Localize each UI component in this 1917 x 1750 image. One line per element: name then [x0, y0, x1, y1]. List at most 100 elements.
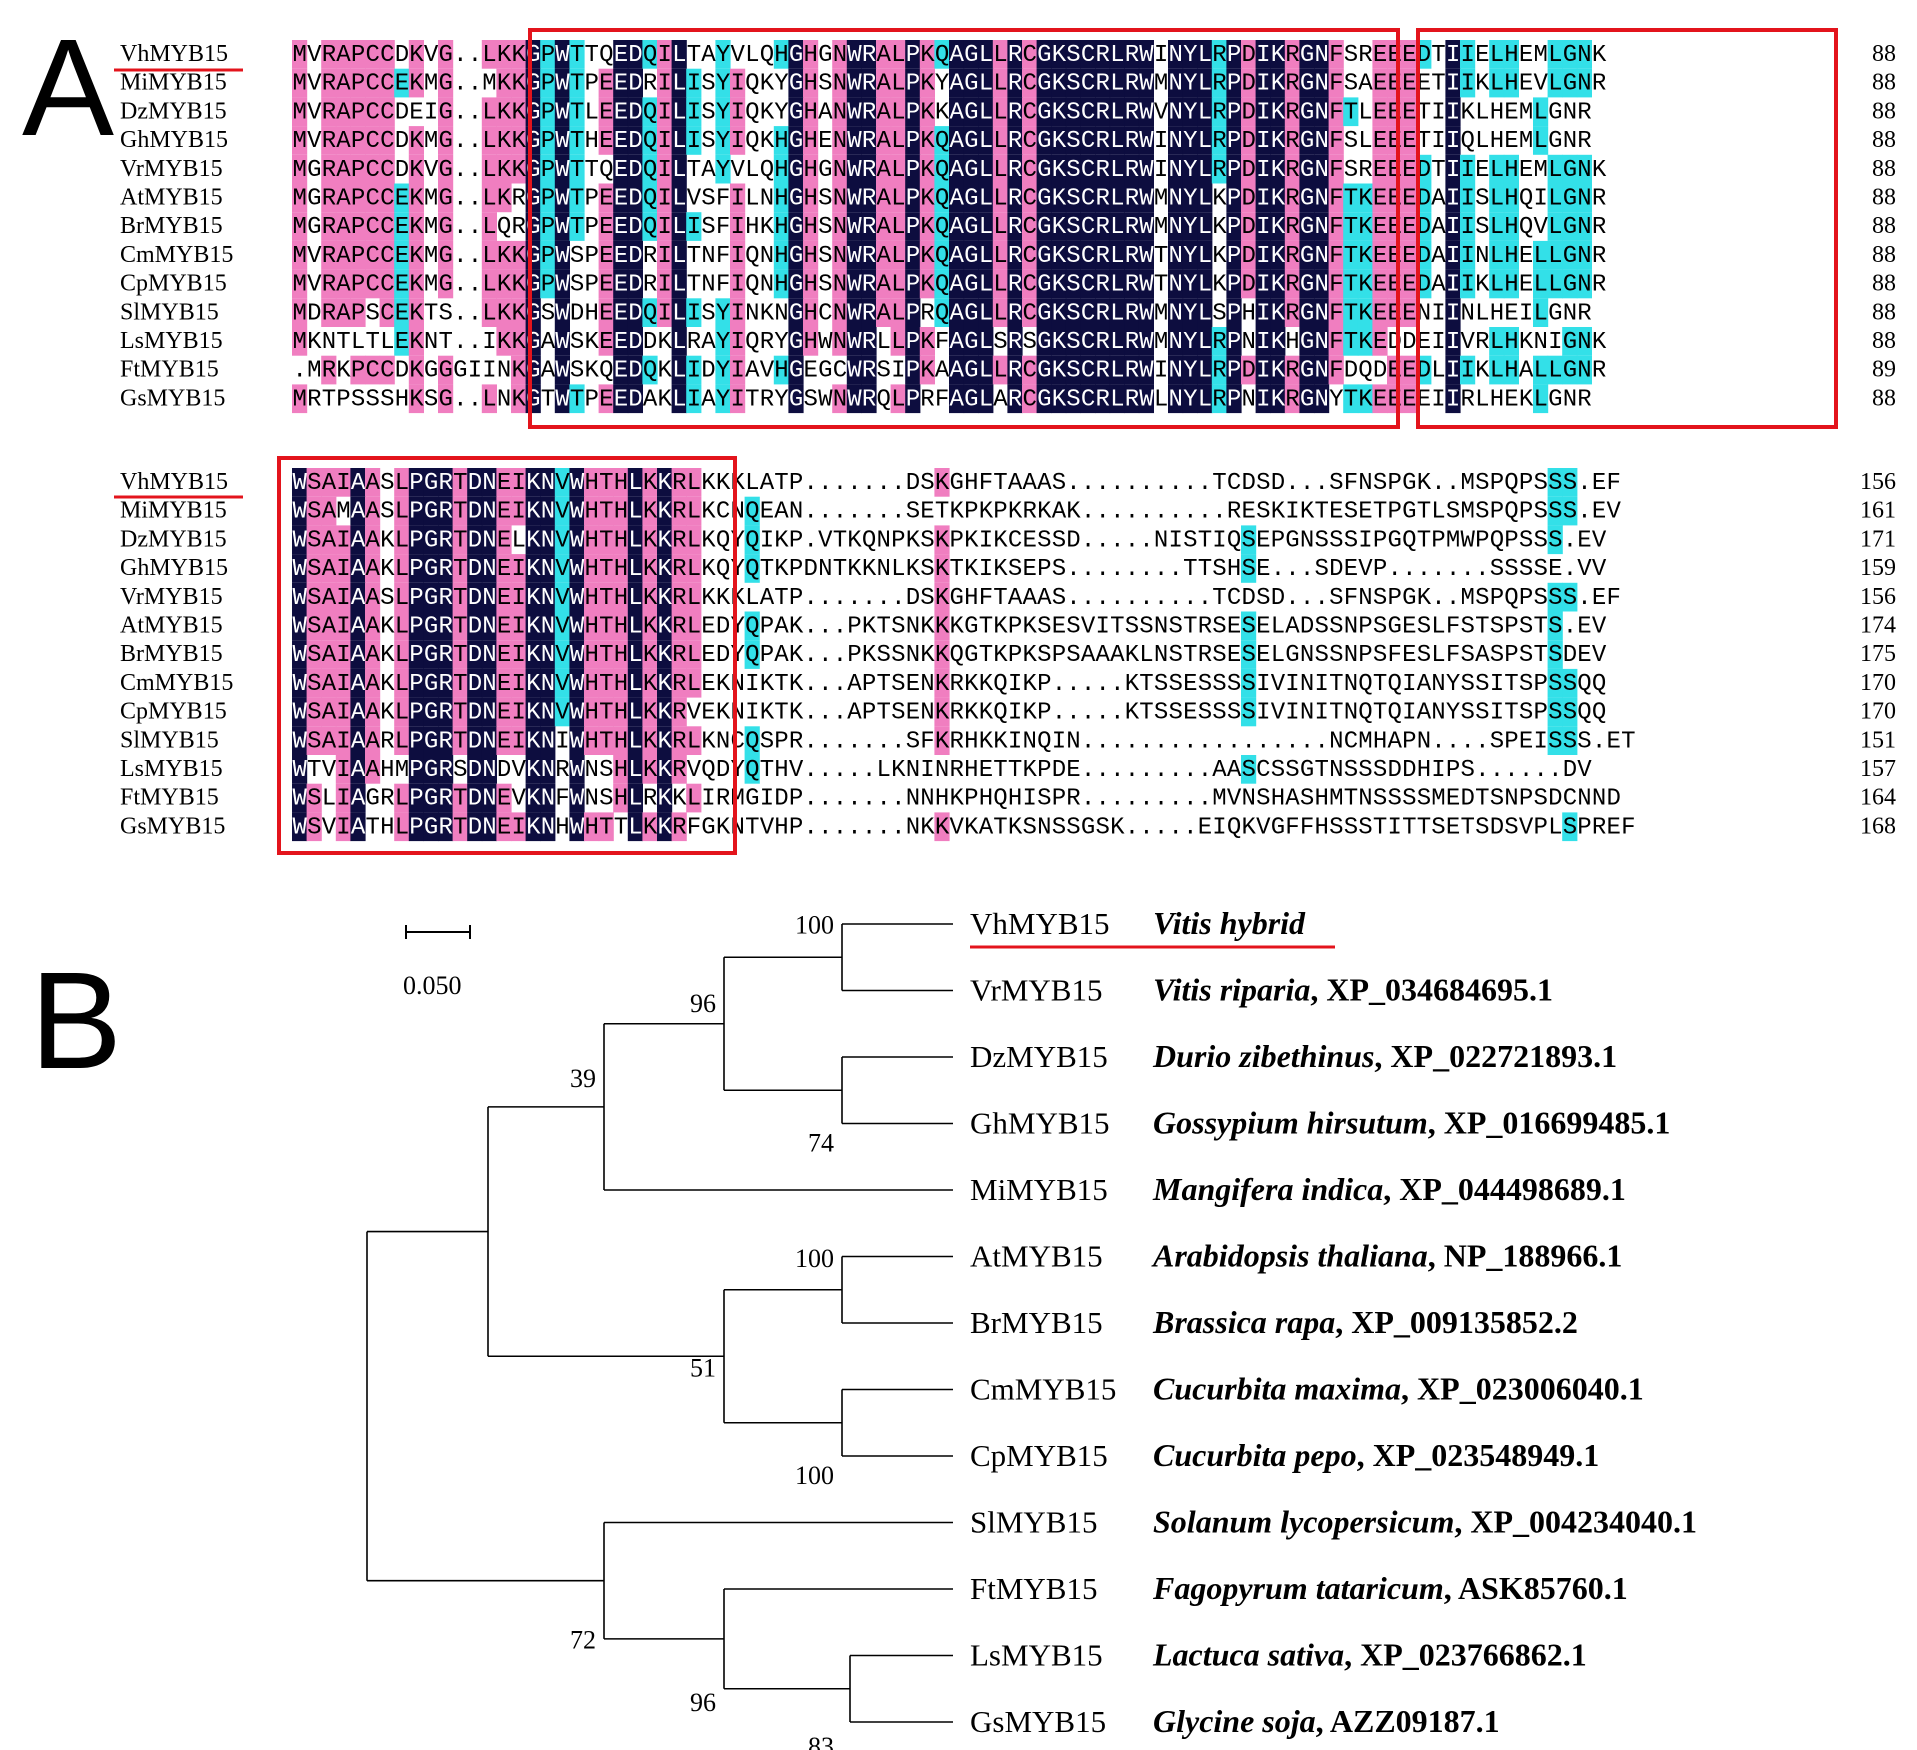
residue-shade [1299, 40, 1315, 69]
sequence-residues: WSAIAAKLPGRTDNEIKNVWHTHLKKRVEKNIKTK...AP… [293, 700, 1607, 727]
sequence-name: CpMYB15 [120, 699, 227, 725]
residue-shade [1343, 97, 1359, 127]
alignment-row: CpMYB15 WSAIAAKLPGRTDNEIKNVWHTHLKKRVEKNIK… [120, 697, 1896, 727]
residue-shade [642, 97, 658, 127]
sequence-end-position: 170 [1860, 699, 1896, 725]
residue-shade [540, 126, 556, 155]
residue-shade [1576, 40, 1592, 69]
sequence-name: CmMYB15 [120, 670, 233, 696]
residue-shade [1401, 40, 1417, 69]
sequence-end-position: 157 [1860, 756, 1896, 782]
residue-shade [1328, 68, 1344, 98]
bootstrap-value: 72 [570, 1626, 596, 1655]
species-name: Solanum lycopersicum [1153, 1504, 1454, 1540]
sequence-residues: WSAIAAKLPGRTDNEIKNVWHTHLKKRLEDYQPAK...PK… [293, 614, 1607, 641]
sequence-residues: MVRAPCCDKVG..LKKGPWTTQEDQILTAYVLQHGHGNWR… [293, 42, 1607, 69]
residue-shade [1226, 68, 1242, 98]
alignment-row: GsMYB15 WSVIATHLPGRTDNEIKNHWHTTLKKRFGKNTV… [120, 812, 1896, 841]
residue-shade [540, 68, 556, 98]
tree-tip-species: Cucurbita maxima, XP_023006040.1 [1153, 1371, 1644, 1407]
residue-shade [379, 126, 395, 155]
sequence-name: GsMYB15 [120, 385, 225, 411]
residue-shade [788, 40, 804, 69]
residue-shade [992, 68, 1008, 98]
residue-shade [379, 97, 395, 127]
residue-shade [832, 68, 848, 98]
species-name: Lactuca sativa [1152, 1637, 1344, 1673]
residue-shade [1562, 40, 1578, 69]
sequence-end-position: 88 [1872, 185, 1896, 211]
alignment-row: FtMYB15 WSLIAGRLPGRTDNEVKNFWNSHLRKKLIRMGI… [120, 783, 1896, 813]
residue-shade [1255, 97, 1271, 127]
residue-shade [1314, 40, 1330, 69]
sequence-end-position: 161 [1860, 498, 1896, 524]
sequence-end-position: 88 [1872, 156, 1896, 182]
alignment-row: DzMYB15 WSAIAAKLPGRTDNELKNVWHTHLKKRLKQYQI… [120, 525, 1896, 554]
residue-shade [1095, 68, 1111, 98]
accession-number: , XP_004234040.1 [1454, 1504, 1697, 1540]
residue-shade [1080, 40, 1096, 69]
residue-shade [905, 97, 921, 127]
residue-shade [1109, 40, 1125, 69]
tree-tip-species: Fagopyrum tataricum, ASK85760.1 [1152, 1570, 1628, 1606]
residue-shade [350, 126, 366, 155]
sequence-residues: WTVIAAHMPGRSDNDVKNRWNSHLKKRVQDYQTHV.....… [293, 757, 1593, 784]
residue-shade [876, 97, 892, 127]
residue-shade [1109, 97, 1125, 127]
residue-shade [1138, 97, 1154, 127]
residue-shade [335, 40, 351, 69]
residue-shade [1270, 97, 1286, 127]
residue-shade [1460, 68, 1476, 98]
tree-tip-name: DzMYB15 [970, 1039, 1108, 1074]
bootstrap-value: 51 [690, 1353, 716, 1382]
residue-shade [832, 40, 848, 69]
tree-tip-name: GsMYB15 [970, 1704, 1106, 1739]
residue-shade [481, 97, 497, 127]
residue-shade [511, 68, 527, 98]
residue-shade [365, 97, 381, 127]
residue-shade [613, 68, 629, 98]
residue-shade [1314, 97, 1330, 127]
residue-shade [350, 97, 366, 127]
residue-shade [1065, 68, 1081, 98]
residue-shade [1328, 40, 1344, 69]
residue-shade [1299, 97, 1315, 127]
sequence-residues: MVRAPCCDEIG..LKKGPWTLEEDQILISYIQKYGHANWR… [293, 99, 1592, 126]
accession-number: , XP_009135852.2 [1335, 1304, 1578, 1340]
tree-tip-species: Vitis hybrid [1153, 905, 1306, 941]
residue-shade [1022, 40, 1038, 69]
residue-shade [890, 97, 906, 127]
residue-shade [963, 68, 979, 98]
sequence-residues: WSAMAASLPGRTDNEIKNVWHTHLKKRLKCNQEAN.....… [293, 499, 1622, 526]
residue-shade [569, 97, 585, 127]
alignment-row: BrMYB15 WSAIAAKLPGRTDNEIKNVWHTHLKKRLEDYQP… [120, 640, 1896, 669]
residue-shade [379, 68, 395, 98]
residue-shade [511, 126, 527, 155]
residue-shade [627, 97, 643, 127]
residue-shade [657, 97, 673, 127]
sequence-residues: WSAIAAKLPGRTDNEIKNVWHTHLKKRLEKNIKTK...AP… [293, 671, 1607, 698]
bootstrap-value: 100 [795, 1244, 834, 1273]
tree-tip-name: VhMYB15 [970, 906, 1110, 941]
residue-shade [846, 40, 862, 69]
tree-tip-species: Durio zibethinus, XP_022721893.1 [1152, 1038, 1617, 1074]
sequence-end-position: 89 [1872, 357, 1896, 383]
sequence-name: CmMYB15 [120, 242, 233, 268]
residue-shade [554, 97, 570, 127]
residue-shade [335, 97, 351, 127]
tree-tip-name: FtMYB15 [970, 1571, 1097, 1606]
residue-shade [919, 40, 935, 69]
species-name: Gossypium hirsutum [1153, 1105, 1428, 1141]
sequence-residues: WSAIAASLPGRTDNEIKNVWHTHLKKRLKKKLATP.....… [293, 585, 1621, 612]
residue-shade [1168, 40, 1184, 69]
sequence-name: MiMYB15 [120, 70, 227, 96]
residue-shade [496, 126, 512, 155]
residue-shade [978, 68, 994, 98]
residue-shade [408, 68, 424, 98]
residue-shade [671, 40, 687, 69]
residue-shade [1095, 97, 1111, 127]
residue-shade [1372, 97, 1388, 127]
residue-shade [394, 68, 410, 98]
residue-shade [686, 68, 702, 98]
sequence-name: GsMYB15 [120, 813, 225, 839]
